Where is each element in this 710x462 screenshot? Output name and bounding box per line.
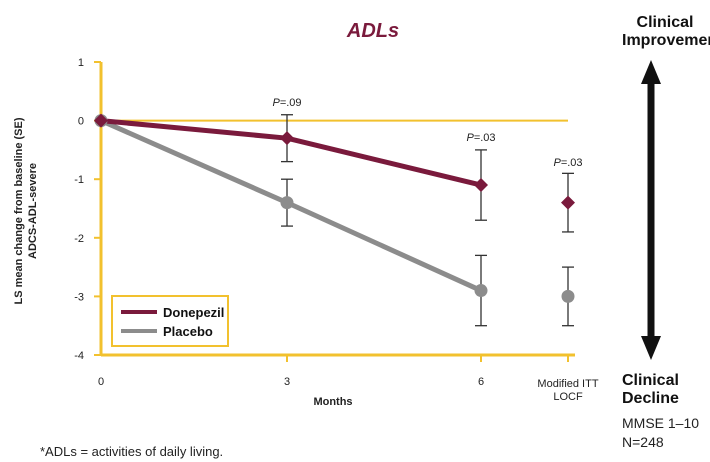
data-point-placebo: [280, 196, 294, 210]
x-tick-label: 0: [98, 376, 104, 388]
legend-item-donepezil: Donepezil: [121, 303, 224, 321]
p-value-label: P=.03: [466, 132, 495, 144]
clinical-decline-label: Clinical Decline: [622, 372, 679, 408]
side-bottom-line2: Decline: [622, 390, 679, 407]
chart-title: ADLs: [346, 20, 399, 42]
data-point-donepezil: [280, 131, 294, 146]
mmse-label: MMSE 1–10: [622, 415, 700, 431]
clinical-arrow-icon: [641, 60, 661, 360]
y-tick-label: -1: [74, 174, 84, 186]
data-point-donepezil: [94, 113, 108, 128]
x-tick-label: LOCF: [553, 391, 583, 403]
y-tick-label: 1: [78, 57, 84, 69]
data-point-donepezil: [561, 195, 575, 210]
legend-label-placebo: Placebo: [163, 323, 213, 339]
n-label: N=248: [622, 434, 664, 450]
x-tick-label: 6: [478, 376, 484, 388]
data-point-placebo: [561, 289, 575, 303]
y-tick-label: -2: [74, 233, 84, 245]
footnote: *ADLs = activities of daily living.: [40, 444, 224, 459]
y-tick-label: 0: [78, 116, 84, 128]
y-axis-label-2: ADCS-ADL-severe: [27, 163, 39, 259]
legend-label-donepezil: Donepezil: [163, 304, 225, 320]
legend-swatch-placebo: [121, 329, 157, 333]
y-tick-label: -3: [74, 291, 84, 303]
series-line-donepezil: [100, 118, 482, 188]
clinical-improvement-label: Clinical Improvement: [622, 14, 710, 50]
side-bottom-line1: Clinical: [622, 372, 679, 389]
legend-item-placebo: Placebo: [121, 322, 213, 340]
x-tick-label: 3: [284, 376, 290, 388]
data-point-donepezil: [474, 178, 488, 193]
side-top-line2: Improvement: [622, 32, 710, 49]
y-axis-label: LS mean change from baseline (SE): [13, 117, 25, 304]
x-tick-label: Modified ITT: [537, 378, 598, 390]
data-point-placebo: [474, 284, 488, 298]
chart-legend: Donepezil Placebo: [111, 295, 229, 347]
p-value-label: P=.03: [553, 157, 582, 169]
p-value-label: P=.09: [272, 97, 301, 109]
side-top-line1: Clinical: [636, 14, 694, 31]
x-axis-label: Months: [313, 396, 352, 408]
legend-swatch-donepezil: [121, 310, 157, 314]
y-tick-label: -4: [74, 350, 84, 362]
